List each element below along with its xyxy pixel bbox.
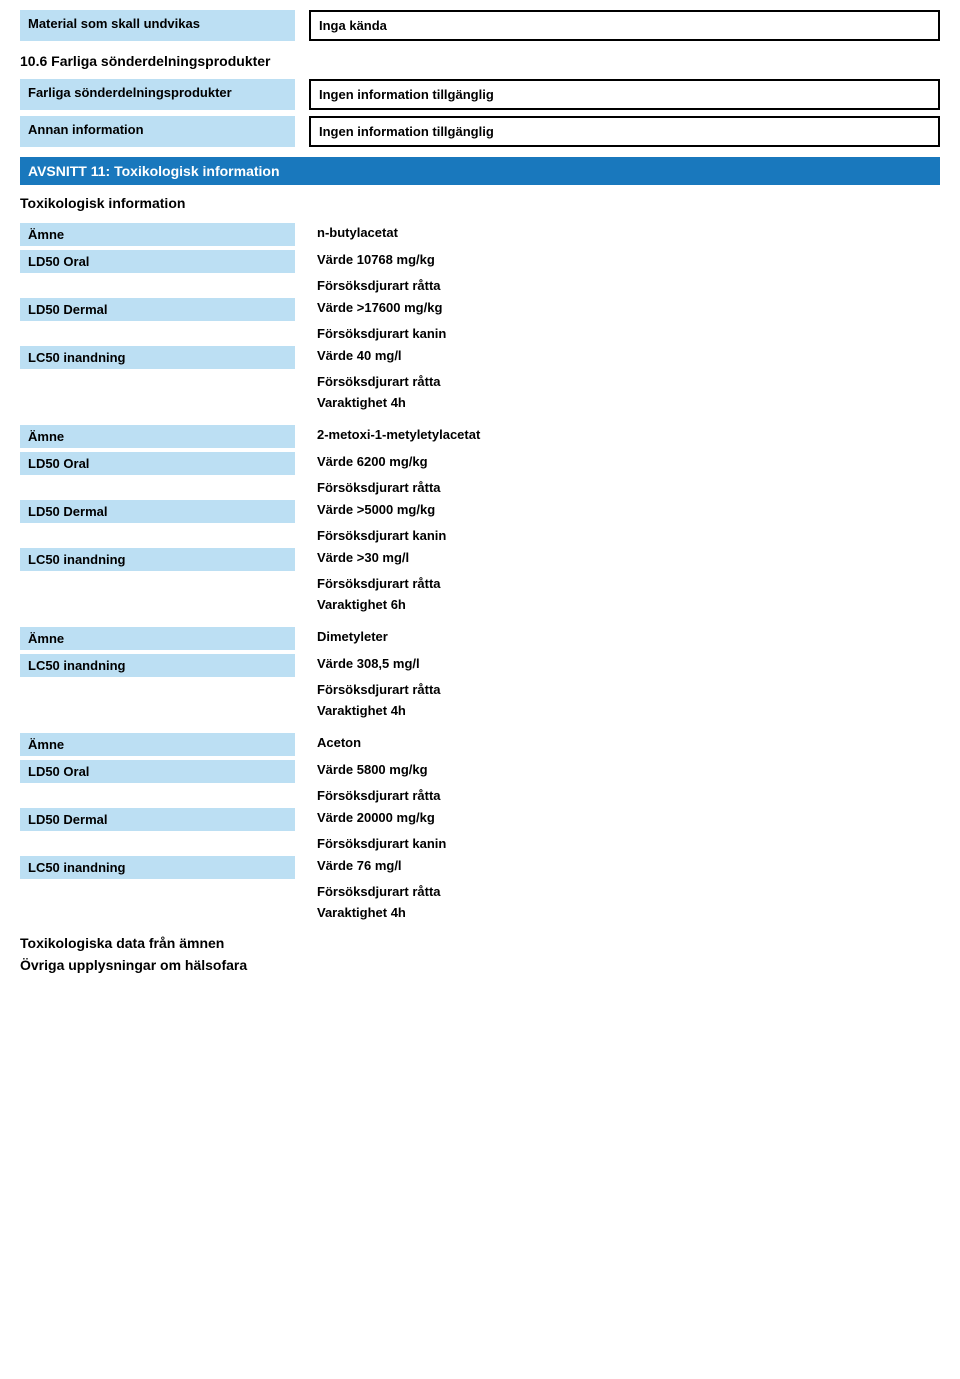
ld50-dermal-value: Värde >17600 mg/kg: [309, 296, 940, 321]
substance-name: Aceton: [309, 731, 940, 756]
ld50-dermal-value: Värde >5000 mg/kg: [309, 498, 940, 523]
lc50-inh-species: Försöksdjurart råtta: [309, 573, 940, 594]
lc50-inh-value: Värde >30 mg/l: [309, 546, 940, 571]
lc50-inh-label: LC50 inandning: [20, 546, 295, 571]
lc50-inh-value: Värde 76 mg/l: [309, 854, 940, 879]
ld50-dermal-species: Försöksdjurart kanin: [309, 833, 940, 854]
ld50-dermal-label: LD50 Dermal: [20, 498, 295, 523]
amne-label: Ämne: [20, 731, 295, 756]
lc50-inh-species: Försöksdjurart råtta: [309, 371, 940, 392]
section-10-6-heading: 10.6 Farliga sönderdelningsprodukter: [20, 53, 940, 69]
ld50-oral-species: Försöksdjurart råtta: [309, 275, 940, 296]
material-label: Material som skall undvikas: [20, 10, 295, 41]
substance-name: n-butylacetat: [309, 221, 940, 246]
substance-4: Ämne Aceton LD50 Oral Värde 5800 mg/kg F…: [20, 731, 940, 923]
decomp-label: Farliga sönderdelningsprodukter: [20, 79, 295, 110]
substance-3: Ämne Dimetyleter LC50 inandning Värde 30…: [20, 625, 940, 721]
lc50-inh-value: Värde 308,5 mg/l: [309, 652, 940, 677]
footer-heading-1: Toxikologiska data från ämnen: [20, 935, 940, 951]
substance-2: Ämne 2-metoxi-1-metyletylacetat LD50 Ora…: [20, 423, 940, 615]
ld50-oral-species: Försöksdjurart råtta: [309, 477, 940, 498]
toxicological-subheading: Toxikologisk information: [20, 195, 940, 211]
ld50-dermal-label: LD50 Dermal: [20, 806, 295, 831]
substance-name: Dimetyleter: [309, 625, 940, 650]
decomp-row: Farliga sönderdelningsprodukter Ingen in…: [20, 79, 940, 110]
ld50-oral-label: LD50 Oral: [20, 450, 295, 475]
section-11-bar: AVSNITT 11: Toxikologisk information: [20, 157, 940, 185]
ld50-dermal-label: LD50 Dermal: [20, 296, 295, 321]
amne-label: Ämne: [20, 423, 295, 448]
amne-label: Ämne: [20, 625, 295, 650]
decomp-value: Ingen information tillgänglig: [309, 79, 940, 110]
material-value: Inga kända: [309, 10, 940, 41]
ld50-oral-value: Värde 6200 mg/kg: [309, 450, 940, 475]
material-row: Material som skall undvikas Inga kända: [20, 10, 940, 41]
ld50-dermal-value: Värde 20000 mg/kg: [309, 806, 940, 831]
lc50-inh-label: LC50 inandning: [20, 652, 295, 677]
footer-heading-2: Övriga upplysningar om hälsofara: [20, 957, 940, 973]
ld50-oral-label: LD50 Oral: [20, 758, 295, 783]
lc50-inh-duration: Varaktighet 4h: [309, 392, 940, 413]
substance-name: 2-metoxi-1-metyletylacetat: [309, 423, 940, 448]
lc50-inh-label: LC50 inandning: [20, 854, 295, 879]
ld50-dermal-species: Försöksdjurart kanin: [309, 323, 940, 344]
lc50-inh-label: LC50 inandning: [20, 344, 295, 369]
lc50-inh-species: Försöksdjurart råtta: [309, 679, 940, 700]
other-info-label: Annan information: [20, 116, 295, 147]
ld50-oral-value: Värde 5800 mg/kg: [309, 758, 940, 783]
lc50-inh-duration: Varaktighet 4h: [309, 700, 940, 721]
other-info-value: Ingen information tillgänglig: [309, 116, 940, 147]
lc50-inh-value: Värde 40 mg/l: [309, 344, 940, 369]
other-info-row: Annan information Ingen information till…: [20, 116, 940, 147]
ld50-oral-species: Försöksdjurart råtta: [309, 785, 940, 806]
ld50-oral-value: Värde 10768 mg/kg: [309, 248, 940, 273]
substance-1: Ämne n-butylacetat LD50 Oral Värde 10768…: [20, 221, 940, 413]
lc50-inh-duration: Varaktighet 6h: [309, 594, 940, 615]
lc50-inh-species: Försöksdjurart råtta: [309, 881, 940, 902]
ld50-dermal-species: Försöksdjurart kanin: [309, 525, 940, 546]
amne-label: Ämne: [20, 221, 295, 246]
ld50-oral-label: LD50 Oral: [20, 248, 295, 273]
lc50-inh-duration: Varaktighet 4h: [309, 902, 940, 923]
